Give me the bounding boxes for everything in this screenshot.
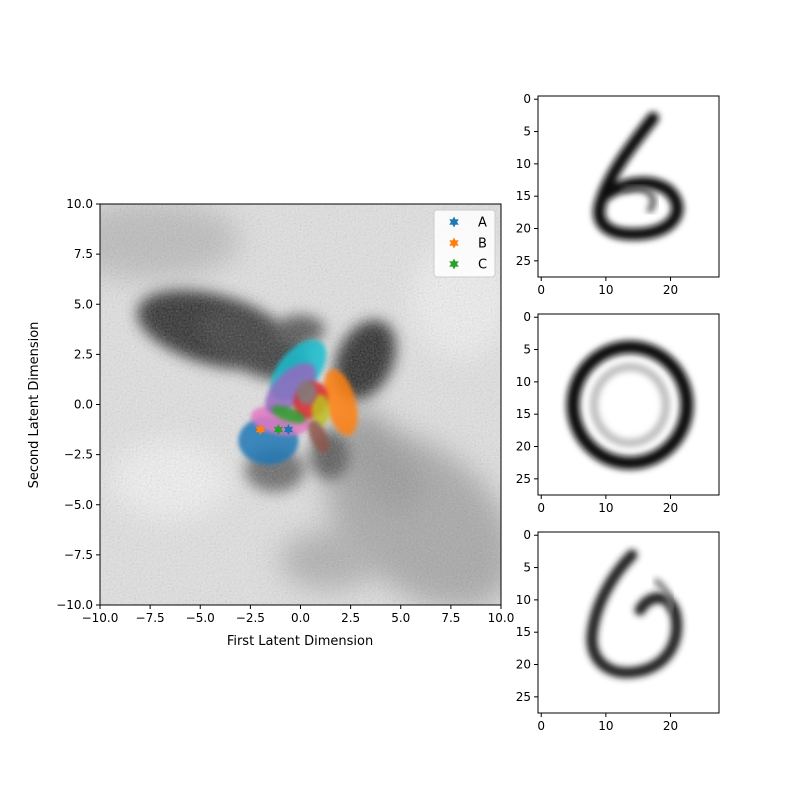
image-a-frame: [537, 95, 720, 278]
x-tick-label: −10.0: [82, 611, 119, 625]
y-tick-label: −5.0: [64, 498, 93, 512]
x-tick-label: 2.5: [341, 611, 360, 625]
decoded-image-c: 0 10 20 0 5 10 15 20 25: [516, 528, 720, 733]
cluster-blob: [311, 394, 330, 427]
y-tick-label: −2.5: [64, 448, 93, 462]
image-x-tick-label: 20: [663, 283, 678, 297]
image-y-tick-label: 25: [516, 690, 531, 704]
image-y-tick-label: 5: [523, 125, 531, 139]
image-x-tick-label: 0: [537, 501, 545, 515]
y-tick-label: 5.0: [74, 297, 93, 311]
marker-a: [283, 424, 294, 436]
image-y-tick-label: 20: [516, 222, 531, 236]
image-y-tick-label: 15: [516, 189, 531, 203]
image-x-tick-label: 10: [598, 501, 613, 515]
image-x-tick-label: 20: [663, 501, 678, 515]
image-c-frame: [537, 531, 720, 714]
y-tick-label: 10.0: [66, 197, 93, 211]
latent-scatter-axes: −10.0 −7.5 −5.0 −2.5 0.0 2.5 5.0 7.5 10.0 −10.0−…: [27, 197, 515, 649]
marker-b: [255, 424, 266, 436]
image-y-tick-label: 15: [516, 625, 531, 639]
cluster-blob: [271, 405, 306, 424]
image-y-tick-label: 20: [516, 658, 531, 672]
image-b-frame: [537, 313, 720, 496]
image-y-tick-label: 0: [523, 92, 531, 106]
image-y-tick-label: 25: [516, 254, 531, 268]
marker-c: [273, 424, 284, 436]
image-y-tick-label: 20: [516, 440, 531, 454]
image-y-tick-label: 10: [516, 375, 531, 389]
y-tick-label: 7.5: [74, 247, 93, 261]
cluster-blob: [308, 419, 330, 454]
y-tick-label: 0.0: [74, 398, 93, 412]
image-y-tick-label: 5: [523, 343, 531, 357]
legend-marker: [449, 237, 459, 249]
legend-label: B: [478, 237, 487, 252]
main-y-ticks: −10.0 −7.5 −5.0 −2.5 0.0 2.5 5.0 7.5 10.0: [56, 197, 100, 612]
y-axis-label: Second Latent Dimension: [27, 322, 42, 489]
image-y-tick-label: 0: [523, 310, 531, 324]
image-y-tick-label: 5: [523, 561, 531, 575]
image-x-tick-label: 20: [663, 719, 678, 733]
image-x-tick-label: 10: [598, 719, 613, 733]
x-tick-label: −5.0: [186, 611, 215, 625]
decoded-image-a: 0 10 20 0 5 10 15 20 25: [516, 92, 720, 297]
cluster-blob: [323, 369, 358, 436]
cluster-blob: [296, 380, 317, 405]
legend-marker: [449, 258, 459, 270]
legend: ABC: [433, 209, 496, 278]
legend-box: [433, 209, 496, 278]
x-tick-label: 0.0: [291, 611, 310, 625]
image-x-tick-label: 10: [598, 283, 613, 297]
cluster-blob: [265, 363, 316, 414]
image-y-tick-label: 10: [516, 157, 531, 171]
image-x-tick-label: 0: [537, 719, 545, 733]
x-tick-label: 5.0: [391, 611, 410, 625]
image-x-tick-label: 0: [537, 283, 545, 297]
legend-label: A: [478, 216, 487, 231]
legend-marker: [449, 216, 459, 228]
main-x-ticks: −10.0 −7.5 −5.0 −2.5 0.0 2.5 5.0 7.5 10.0: [82, 605, 515, 625]
x-tick-label: −2.5: [236, 611, 265, 625]
marker-layer: [255, 424, 294, 436]
x-axis-label: First Latent Dimension: [227, 634, 373, 649]
image-y-tick-label: 0: [523, 528, 531, 542]
legend-label: C: [478, 258, 487, 273]
y-tick-label: −7.5: [64, 548, 93, 562]
y-tick-label: −10.0: [56, 598, 93, 612]
image-y-tick-label: 25: [516, 472, 531, 486]
digit-zero-stroke: [566, 340, 694, 470]
image-y-tick-label: 15: [516, 407, 531, 421]
x-tick-label: 10.0: [488, 611, 515, 625]
image-y-tick-label: 10: [516, 593, 531, 607]
digit-six-stroke: [593, 112, 684, 241]
x-tick-label: −7.5: [136, 611, 165, 625]
x-tick-label: 7.5: [441, 611, 460, 625]
decoded-image-b: 0 10 20 0 5 10 15 20 25: [516, 310, 720, 515]
y-tick-label: 2.5: [74, 347, 93, 361]
cluster-layer: [238, 339, 358, 465]
